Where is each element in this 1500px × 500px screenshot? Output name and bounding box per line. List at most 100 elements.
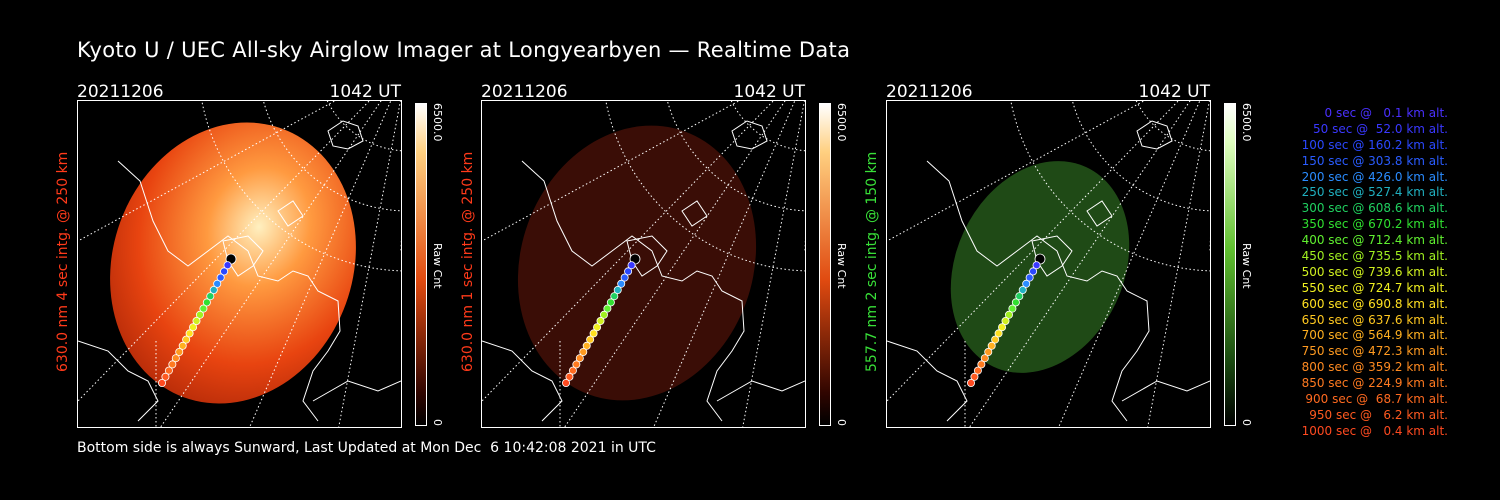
trajectory-point (1029, 267, 1038, 276)
trajectory-point (185, 329, 194, 338)
legend-row: 1000 sec @ 0.4 km alt. (1301, 423, 1448, 438)
trajectory-point (199, 304, 208, 313)
colorbar-1 (415, 103, 427, 426)
trajectory-point (984, 347, 993, 356)
trajectory-point (565, 372, 574, 381)
legend-row: 250 sec @ 527.4 km alt. (1297, 185, 1448, 200)
airglow-image (517, 125, 757, 401)
panel-2-svg (482, 101, 805, 427)
coastline (277, 200, 304, 227)
trajectory-point (970, 372, 979, 381)
allsky-image-630-1s (481, 100, 806, 428)
legend-row: 50 sec @ 52.0 km alt. (1305, 121, 1448, 136)
trajectory-point (603, 304, 612, 313)
trajectory-point (178, 341, 187, 350)
trajectory-point (216, 273, 225, 282)
trajectory-point (568, 366, 577, 375)
coastline (117, 160, 341, 422)
trajectory-point (977, 360, 986, 369)
colorbar-3 (1224, 103, 1236, 426)
trajectory-point (220, 267, 229, 276)
legend-row: 750 sec @ 472.3 km alt. (1297, 344, 1448, 359)
coastline (731, 120, 768, 150)
coastline (312, 380, 401, 402)
colorbar-3-label: Raw Cnt (1240, 243, 1253, 289)
legend-row: 300 sec @ 608.6 km alt. (1297, 201, 1448, 216)
legend-row: 200 sec @ 426.0 km alt. (1297, 169, 1448, 184)
grid-arc (1135, 101, 1210, 152)
trajectory-point (980, 354, 989, 363)
coastline (1086, 200, 1113, 227)
trajectory-point (1032, 261, 1041, 270)
legend-row: 850 sec @ 224.9 km alt. (1297, 376, 1448, 391)
trajectory-point (161, 372, 170, 381)
trajectory-legend: 0 sec @ 0.1 km alt. 50 sec @ 52.0 km alt… (1258, 106, 1448, 440)
grid-meridian (887, 101, 1179, 402)
trajectory-point (562, 378, 571, 387)
colorbar-1-min: 0 (431, 419, 444, 426)
trajectory-point (582, 341, 591, 350)
colorbar-2-min: 0 (835, 419, 848, 426)
coastline (1136, 120, 1173, 150)
trajectory-point (223, 261, 232, 270)
trajectory-point (967, 378, 976, 387)
grid-meridian (78, 101, 336, 242)
grid-arc (326, 101, 401, 152)
grid-meridian (969, 101, 1191, 427)
legend-row: 0 sec @ 0.1 km alt. (1313, 106, 1448, 120)
trajectory-point (195, 310, 204, 319)
panel-2-time: 1042 UT (733, 82, 806, 102)
trajectory-point (175, 347, 184, 356)
trajectory-point (620, 273, 629, 282)
coastline (521, 160, 745, 422)
trajectory-point (579, 347, 588, 356)
grid-meridian (78, 101, 370, 402)
legend-row: 100 sec @ 160.2 km alt. (1297, 137, 1448, 152)
trajectory-point (606, 298, 615, 307)
legend-row: 700 sec @ 564.9 km alt. (1297, 328, 1448, 343)
trajectory-point (192, 316, 201, 325)
grid-meridian (338, 101, 401, 427)
trajectory-point (168, 360, 177, 369)
coastline (887, 340, 968, 422)
trajectory-point (575, 354, 584, 363)
coastline (327, 120, 364, 150)
trajectory-point (1018, 285, 1027, 294)
legend-row: 400 sec @ 712.4 km alt. (1297, 233, 1448, 248)
trajectory-point (1011, 298, 1020, 307)
panel-1-ylabel: 630.0 nm 4 sec intg. @ 250 km (55, 151, 71, 372)
trajectory-point (991, 335, 1000, 344)
trajectory-point (624, 267, 633, 276)
colorbar-1-label: Raw Cnt (431, 243, 444, 289)
legend-row: 900 sec @ 68.7 km alt. (1301, 392, 1448, 407)
legend-row: 350 sec @ 670.2 km alt. (1297, 217, 1448, 232)
trajectory-point (164, 366, 173, 375)
allsky-image-630-4s (77, 100, 402, 428)
legend-row: 450 sec @ 735.5 km alt. (1297, 249, 1448, 264)
colorbar-1-max: 6500.0 (431, 103, 444, 142)
grid-meridian (482, 101, 774, 402)
coastline (482, 340, 563, 422)
legend-row: 500 sec @ 739.6 km alt. (1297, 264, 1448, 279)
trajectory-point (171, 354, 180, 363)
trajectory-point (596, 316, 605, 325)
colorbar-3-max: 6500.0 (1240, 103, 1253, 142)
grid-meridian (564, 101, 786, 427)
panel-3-svg (887, 101, 1210, 427)
panel-3-date: 20211206 (886, 82, 973, 102)
trajectory-point (206, 292, 215, 301)
trajectory-point (158, 378, 167, 387)
panel-2-ylabel: 630.0 nm 1 sec intg. @ 250 km (460, 151, 476, 372)
panel-1-svg (78, 101, 401, 427)
panel-3-ylabel: 557.7 nm 2 sec intg. @ 150 km (864, 151, 880, 372)
grid-meridian (742, 101, 805, 427)
trajectory-point (1001, 316, 1010, 325)
trajectory-point (1004, 310, 1013, 319)
trajectory-point (994, 329, 1003, 338)
legend-row: 550 sec @ 724.7 km alt. (1297, 280, 1448, 295)
colorbar-3-min: 0 (1240, 419, 1253, 426)
trajectory-point (1008, 304, 1017, 313)
airglow-image (110, 122, 356, 404)
coastline (1121, 380, 1210, 402)
trajectory-point (1022, 279, 1031, 288)
